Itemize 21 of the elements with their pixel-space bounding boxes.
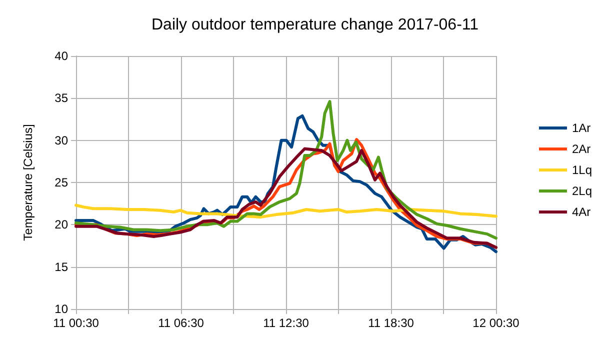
line-series xyxy=(74,100,498,240)
legend-label: 4Ar xyxy=(572,205,591,219)
y-tick-label: 10 xyxy=(54,302,68,316)
line-series xyxy=(74,204,498,219)
x-tick-label: 11 18:30 xyxy=(368,316,414,330)
x-tick-label: 11 00:30 xyxy=(53,316,100,330)
y-tick-label: 20 xyxy=(54,218,68,232)
legend-label: 1Ar xyxy=(572,121,591,135)
y-tick-label: 30 xyxy=(54,133,68,148)
y-axis-title: Temperature [Celsius] xyxy=(21,124,35,241)
x-tick-label: 11 12:30 xyxy=(263,316,310,330)
y-tick-label: 40 xyxy=(54,49,68,63)
y-tick-label: 15 xyxy=(54,260,68,274)
legend-label: 1Lq xyxy=(572,163,592,177)
x-tick-label: 12 00:30 xyxy=(472,316,520,330)
legend-label: 2Ar xyxy=(572,142,591,156)
legend-label: 2Lq xyxy=(572,184,592,198)
y-tick-label: 35 xyxy=(54,91,68,106)
chart-title: Daily outdoor temperature change 2017-06-11 xyxy=(151,16,479,34)
x-tick-label: 11 06:30 xyxy=(158,316,204,330)
y-tick-label: 25 xyxy=(54,176,68,190)
